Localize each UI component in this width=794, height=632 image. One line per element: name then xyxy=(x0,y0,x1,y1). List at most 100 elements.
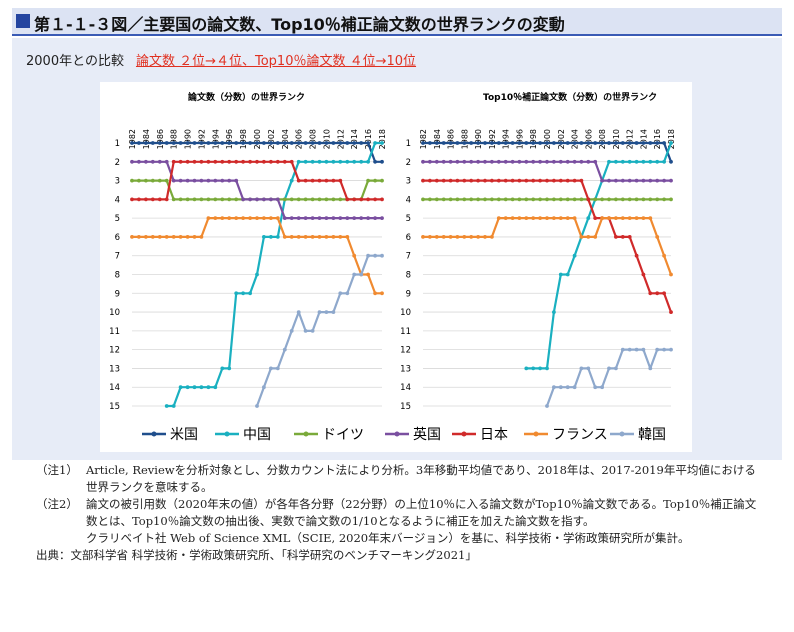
data-point xyxy=(171,197,176,202)
x-tick-label: 2000 xyxy=(543,129,552,149)
data-point xyxy=(524,216,529,221)
data-point xyxy=(524,141,529,145)
data-point xyxy=(338,159,343,164)
data-point xyxy=(206,178,211,183)
legend-label: 英国 xyxy=(413,426,441,443)
data-point xyxy=(366,253,370,258)
data-point xyxy=(248,216,253,221)
data-point xyxy=(303,197,308,202)
data-point xyxy=(428,197,432,202)
data-point xyxy=(434,197,439,202)
legend-swatch-marker xyxy=(151,431,157,437)
data-point xyxy=(185,141,190,145)
data-point xyxy=(213,159,218,164)
data-point xyxy=(206,159,211,164)
data-point xyxy=(655,347,660,352)
legend-item: 日本 xyxy=(452,427,508,443)
data-point xyxy=(634,159,639,164)
data-point xyxy=(137,141,141,145)
data-point xyxy=(669,272,673,277)
data-point xyxy=(373,253,377,258)
data-point xyxy=(269,159,273,164)
data-point xyxy=(359,197,364,202)
data-point xyxy=(303,159,308,164)
data-point xyxy=(517,216,522,221)
data-point xyxy=(538,141,542,145)
data-point xyxy=(565,385,570,390)
data-point xyxy=(130,141,134,145)
data-point xyxy=(614,197,618,202)
data-point xyxy=(317,197,322,202)
data-point xyxy=(303,216,308,221)
data-point xyxy=(137,235,141,239)
data-point xyxy=(324,235,329,239)
data-point xyxy=(545,159,549,164)
data-point xyxy=(317,235,322,239)
data-point xyxy=(572,178,577,183)
data-point xyxy=(538,197,542,202)
data-point xyxy=(331,216,336,221)
data-point xyxy=(262,216,266,221)
series-英国 xyxy=(421,159,673,183)
data-point xyxy=(248,159,253,164)
data-point xyxy=(655,178,660,183)
series-ドイツ xyxy=(130,178,384,202)
title-square-icon xyxy=(16,14,30,28)
data-point xyxy=(614,178,618,183)
data-point xyxy=(352,159,357,164)
data-point xyxy=(441,141,446,145)
data-point xyxy=(607,366,611,371)
y-tick-label: 3 xyxy=(115,177,120,187)
y-tick-label: 12 xyxy=(400,346,411,356)
data-point xyxy=(213,216,218,221)
data-point xyxy=(130,178,134,183)
data-point xyxy=(476,159,480,164)
data-point xyxy=(213,197,218,202)
data-point xyxy=(282,159,287,164)
data-point xyxy=(648,366,653,371)
data-point xyxy=(469,178,474,183)
data-point xyxy=(345,216,350,221)
data-point xyxy=(586,159,591,164)
data-point xyxy=(614,216,618,221)
data-point xyxy=(303,329,308,333)
data-point xyxy=(662,253,666,258)
data-point xyxy=(275,197,280,202)
data-point xyxy=(331,141,336,145)
data-point xyxy=(565,178,570,183)
data-point xyxy=(227,366,232,371)
data-point xyxy=(524,197,529,202)
y-tick-label: 15 xyxy=(400,402,411,412)
data-point xyxy=(552,178,556,183)
data-point xyxy=(552,141,556,145)
data-point xyxy=(150,159,155,164)
data-point xyxy=(220,366,225,371)
data-point xyxy=(531,197,536,202)
data-point xyxy=(289,178,294,183)
data-point xyxy=(338,141,343,145)
series-ドイツ xyxy=(421,197,673,202)
data-point xyxy=(572,197,577,202)
data-point xyxy=(496,178,501,183)
series-中国 xyxy=(524,141,673,371)
data-point xyxy=(366,272,370,277)
data-point xyxy=(227,197,232,202)
data-point xyxy=(510,216,515,221)
data-point xyxy=(178,178,183,183)
series-日本 xyxy=(130,159,384,202)
data-point xyxy=(421,178,425,183)
data-point xyxy=(289,235,294,239)
y-tick-label: 9 xyxy=(406,289,411,299)
data-point xyxy=(269,235,273,239)
data-point xyxy=(171,141,176,145)
data-point xyxy=(483,235,487,239)
data-point xyxy=(455,159,460,164)
data-point xyxy=(620,141,625,145)
data-point xyxy=(483,197,487,202)
data-point xyxy=(220,159,225,164)
data-point xyxy=(620,178,625,183)
data-point xyxy=(545,404,549,408)
data-point xyxy=(185,178,190,183)
data-point xyxy=(552,197,556,202)
data-point xyxy=(469,197,474,202)
